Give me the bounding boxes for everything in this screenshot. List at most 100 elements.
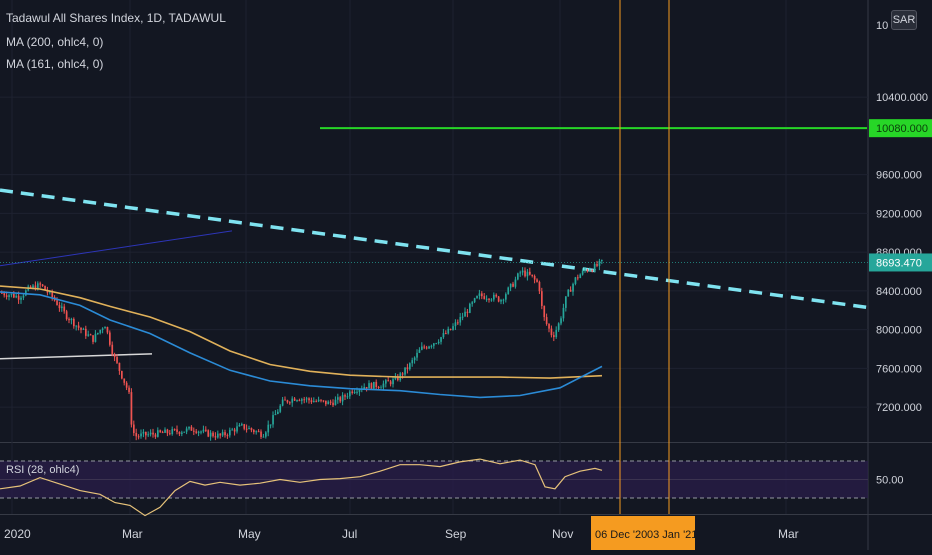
candle-body — [279, 405, 282, 412]
candle-body — [281, 399, 284, 406]
candle-body — [584, 269, 586, 271]
candle-body — [277, 411, 279, 414]
candle-body — [77, 325, 80, 328]
candle-body — [581, 270, 584, 275]
candle-body — [382, 383, 385, 388]
candle-body — [550, 328, 553, 336]
candle-body — [380, 387, 382, 389]
candle-body — [553, 335, 555, 338]
candle-body — [68, 319, 70, 321]
price-tick-label: 10400.000 — [876, 92, 928, 104]
candle-body — [173, 429, 176, 431]
candle-body — [118, 362, 121, 371]
candle-body — [183, 431, 186, 433]
candle-body — [531, 274, 534, 276]
candle-body — [425, 347, 428, 349]
candle-body — [109, 332, 111, 345]
candle-body — [593, 264, 596, 272]
currency-badge[interactable]: SAR — [891, 10, 917, 30]
candle-body — [459, 317, 462, 323]
candle-body — [315, 401, 318, 403]
date-marker-tag — [591, 516, 695, 550]
last-price-label: 8693.470 — [876, 257, 922, 269]
candle-body — [500, 300, 502, 302]
candle-body — [557, 323, 560, 330]
candle-body — [89, 334, 92, 336]
candle-body — [543, 305, 546, 318]
candle-body — [548, 323, 550, 329]
price-tick-label: 8400.000 — [876, 286, 922, 298]
candle-body — [377, 387, 380, 389]
candle-body — [322, 400, 325, 402]
candle-body — [411, 360, 414, 364]
candle-body — [39, 283, 42, 285]
target-price-label: 10080.000 — [876, 123, 928, 135]
candle-body — [140, 433, 142, 437]
candle-body — [58, 305, 61, 309]
rsi-line[interactable] — [0, 458, 603, 517]
candle-body — [452, 326, 454, 330]
candle-body — [101, 328, 104, 330]
rsi-tick-label: 50.00 — [876, 475, 904, 487]
candle-body — [269, 424, 272, 426]
candle-body — [483, 296, 486, 299]
rsi-band — [0, 460, 868, 499]
price-tick-label-top: 10 — [876, 20, 888, 32]
candle-body — [169, 433, 171, 435]
candle-body — [128, 387, 130, 393]
candle-body — [445, 333, 447, 335]
ma161-legend: MA (161, ohlc4, 0) — [6, 57, 104, 71]
candle-body — [536, 279, 538, 282]
candle-body — [217, 433, 219, 438]
candle-body — [111, 344, 114, 355]
candle-body — [17, 295, 20, 300]
price-tick-label: 9200.000 — [876, 208, 922, 220]
candle-body — [25, 290, 27, 296]
candle-body — [353, 391, 356, 393]
candle-body — [449, 328, 452, 330]
candle-body — [442, 333, 445, 338]
candle-body — [375, 381, 378, 388]
candle-body — [365, 387, 368, 389]
candle-body — [3, 293, 6, 296]
candle-body — [154, 434, 157, 437]
candle-body — [430, 345, 433, 347]
candle-body — [435, 343, 438, 345]
candle-body — [490, 299, 493, 301]
candle-body — [485, 298, 488, 300]
candle-body — [161, 432, 164, 434]
candle-body — [334, 399, 337, 406]
candle-body — [509, 283, 512, 288]
time-tick-label: Mar — [778, 527, 799, 541]
candle-body — [284, 399, 286, 401]
candle-body — [104, 327, 106, 329]
price-axis: 10400.0009600.0009200.0008800.0008400.00… — [869, 20, 932, 487]
candle-body — [248, 428, 250, 430]
candle-body — [75, 325, 78, 327]
candle-body — [233, 429, 236, 432]
candle-body — [190, 426, 193, 431]
candle-body — [565, 296, 567, 308]
ma200-line[interactable] — [0, 285, 603, 379]
candle-body — [514, 279, 517, 287]
candle-body — [226, 435, 229, 437]
candle-body — [301, 399, 303, 401]
time-tick-label: Sep — [445, 527, 467, 541]
candle-body — [291, 398, 294, 403]
candle-body — [231, 429, 234, 431]
blue-trend-line[interactable] — [0, 230, 233, 267]
white-support-line[interactable] — [0, 353, 153, 360]
candle-body — [601, 259, 603, 261]
ma161-line[interactable] — [0, 291, 603, 399]
candle-body — [97, 332, 99, 334]
candle-body — [152, 432, 154, 435]
candle-body — [356, 391, 358, 393]
price-tick-label: 7600.000 — [876, 363, 922, 375]
candle-body — [13, 294, 15, 298]
candle-body — [305, 398, 308, 400]
candle-body — [404, 367, 406, 375]
candle-body — [65, 311, 68, 320]
candle-body — [116, 357, 118, 363]
